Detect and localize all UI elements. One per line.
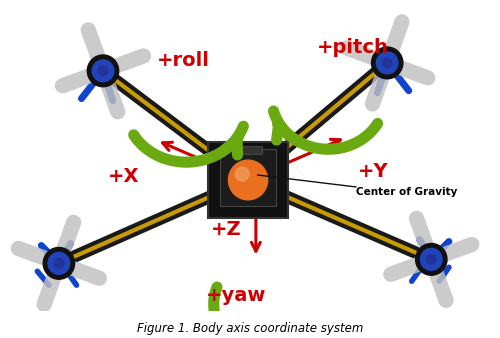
Circle shape	[372, 47, 403, 79]
FancyBboxPatch shape	[208, 142, 288, 218]
Bar	[234, 146, 262, 154]
Circle shape	[54, 258, 64, 268]
Circle shape	[382, 58, 392, 68]
Text: +roll: +roll	[157, 51, 210, 70]
Text: +yaw: +yaw	[206, 286, 266, 305]
Text: Figure 1. Body axis coordinate system: Figure 1. Body axis coordinate system	[137, 322, 363, 335]
Circle shape	[426, 255, 436, 264]
Circle shape	[376, 52, 398, 74]
Text: +X: +X	[108, 167, 140, 186]
Circle shape	[416, 243, 447, 275]
Circle shape	[420, 248, 442, 270]
Circle shape	[48, 252, 70, 274]
Text: Center of Gravity: Center of Gravity	[356, 187, 457, 197]
Circle shape	[228, 160, 268, 200]
Text: +Y: +Y	[358, 162, 388, 181]
Circle shape	[236, 167, 249, 181]
Text: +Z: +Z	[211, 220, 242, 239]
Text: +pitch: +pitch	[316, 38, 388, 57]
Circle shape	[88, 55, 118, 87]
Circle shape	[92, 60, 114, 82]
FancyBboxPatch shape	[220, 149, 276, 206]
Circle shape	[43, 247, 74, 279]
Circle shape	[98, 66, 108, 76]
